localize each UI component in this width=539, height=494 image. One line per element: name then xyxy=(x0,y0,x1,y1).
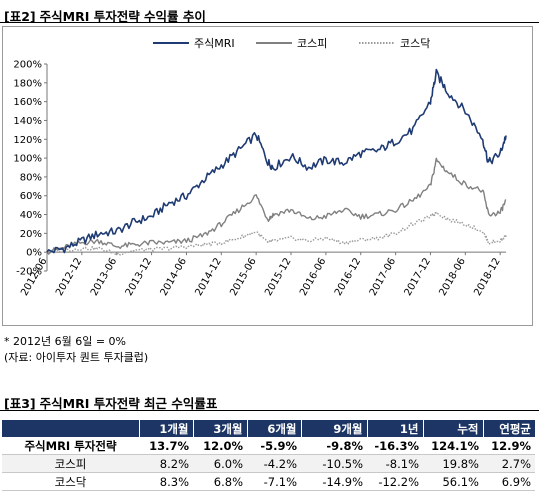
chart-frame: -20% 0% 20% 40% 60% 80% 100% 120% 140% 160% 180% 20… xyxy=(2,26,533,326)
x-tick-label: 2016-06 xyxy=(298,256,328,298)
cell-value: 8.3% xyxy=(139,472,193,491)
chart-source: (자료: 아이투자 퀀트 투자클럽) xyxy=(4,351,149,364)
x-tick-label: 2013-06 xyxy=(89,256,119,298)
legend-label: 주식MRI xyxy=(194,37,235,50)
header-1y: 1년 xyxy=(366,420,423,437)
x-tick-label: 2013-12 xyxy=(124,256,154,298)
table-row: 주식MRI 투자전략 13.7% 12.0% -5.9% -9.8% -16.3… xyxy=(2,437,535,455)
cell-value: 12.9% xyxy=(483,437,535,455)
cell-value: 56.1% xyxy=(423,472,483,491)
x-tick-label: 2014-06 xyxy=(159,256,189,298)
cell-value: -14.9% xyxy=(301,472,367,491)
y-tick-label: 0% xyxy=(26,248,42,259)
header-1m: 1개월 xyxy=(138,420,193,437)
legend-label: 코스닥 xyxy=(400,37,430,50)
cell-value: -8.1% xyxy=(367,454,423,473)
cell-value: 6.8% xyxy=(193,472,247,491)
cell-value: 6.9% xyxy=(483,472,535,491)
cell-value: -7.1% xyxy=(247,472,301,491)
line-chart: -20% 0% 20% 40% 60% 80% 100% 120% 140% 160% 180% 20… xyxy=(13,37,507,298)
chart-title-tag: [표2] xyxy=(4,9,36,24)
y-tick-label: 100% xyxy=(13,154,42,165)
series-line-2 xyxy=(46,157,507,255)
x-tick-label: 2015-06 xyxy=(228,256,258,298)
series-line-1 xyxy=(46,68,507,254)
table-header-row: 1개월 3개월 6개월 9개월 1년 누적 연평균 xyxy=(2,420,535,437)
x-tick-label: 2018-06 xyxy=(438,256,468,298)
y-tick-label: 80% xyxy=(20,172,42,183)
cell-value: 19.8% xyxy=(423,454,483,473)
table-row: 코스피 8.2% 6.0% -4.2% -10.5% -8.1% 19.8% 2… xyxy=(2,454,535,473)
returns-table: 1개월 3개월 6개월 9개월 1년 누적 연평균 주식MRI 투자전략 13.… xyxy=(2,420,535,491)
cell-value: 2.7% xyxy=(483,454,535,473)
y-tick-label: -20% xyxy=(16,267,42,278)
y-tick-label: 180% xyxy=(13,78,42,89)
x-tick-label: 2018-12 xyxy=(472,256,502,298)
y-tick-label: 160% xyxy=(13,97,42,108)
chart-title-rule xyxy=(0,22,539,23)
header-3m: 3개월 xyxy=(192,420,247,437)
header-cumulative: 누적 xyxy=(422,420,483,437)
row-name: 코스피 xyxy=(2,454,139,473)
y-tick-label: 40% xyxy=(20,210,42,221)
x-tick-label: 2017-06 xyxy=(368,256,398,298)
cell-value: 12.0% xyxy=(193,437,247,455)
cell-value: -12.2% xyxy=(367,472,423,491)
cell-value: 124.1% xyxy=(423,437,483,455)
cell-value: 6.0% xyxy=(193,454,247,473)
y-tick-label: 120% xyxy=(13,135,42,146)
legend-label: 코스피 xyxy=(297,37,327,50)
cell-value: -10.5% xyxy=(301,454,367,473)
header-name xyxy=(2,420,139,437)
row-name: 주식MRI 투자전략 xyxy=(2,437,139,455)
x-tick-label: 2012-12 xyxy=(54,256,84,298)
chart-note: * 2012년 6월 6일 = 0% xyxy=(4,335,127,348)
cell-value: -5.9% xyxy=(247,437,301,455)
table-title-rule xyxy=(0,410,539,411)
row-name: 코스닥 xyxy=(2,472,139,491)
table-title: [표3] 주식MRI 투자전략 최근 수익률표 xyxy=(4,393,217,412)
y-tick-label: 20% xyxy=(20,229,42,240)
table-title-text: 주식MRI 투자전략 최근 수익률표 xyxy=(39,396,218,411)
y-tick-label: 200% xyxy=(13,60,42,71)
table-title-tag: [표3] xyxy=(4,396,36,411)
table-row: 코스닥 8.3% 6.8% -7.1% -14.9% -12.2% 56.1% … xyxy=(2,472,535,491)
cell-value: -4.2% xyxy=(247,454,301,473)
x-tick-label: 2016-12 xyxy=(333,256,363,298)
y-tick-label: 140% xyxy=(13,116,42,127)
header-6m: 6개월 xyxy=(246,420,301,437)
cell-value: -16.3% xyxy=(367,437,423,455)
cell-value: 13.7% xyxy=(139,437,193,455)
chart-title: [표2] 주식MRI 투자전략 수익률 추이 xyxy=(4,6,206,25)
chart-title-text: 주식MRI 투자전략 수익률 추이 xyxy=(39,9,206,24)
x-tick-label: 2014-12 xyxy=(193,256,223,298)
y-tick-label: 60% xyxy=(20,191,42,202)
cell-value: 8.2% xyxy=(139,454,193,473)
header-9m: 9개월 xyxy=(300,420,367,437)
header-annualized: 연평균 xyxy=(482,420,535,437)
series-line-3 xyxy=(46,210,507,256)
cell-value: -9.8% xyxy=(301,437,367,455)
x-tick-label: 2017-12 xyxy=(403,256,433,298)
x-tick-label: 2015-12 xyxy=(263,256,293,298)
